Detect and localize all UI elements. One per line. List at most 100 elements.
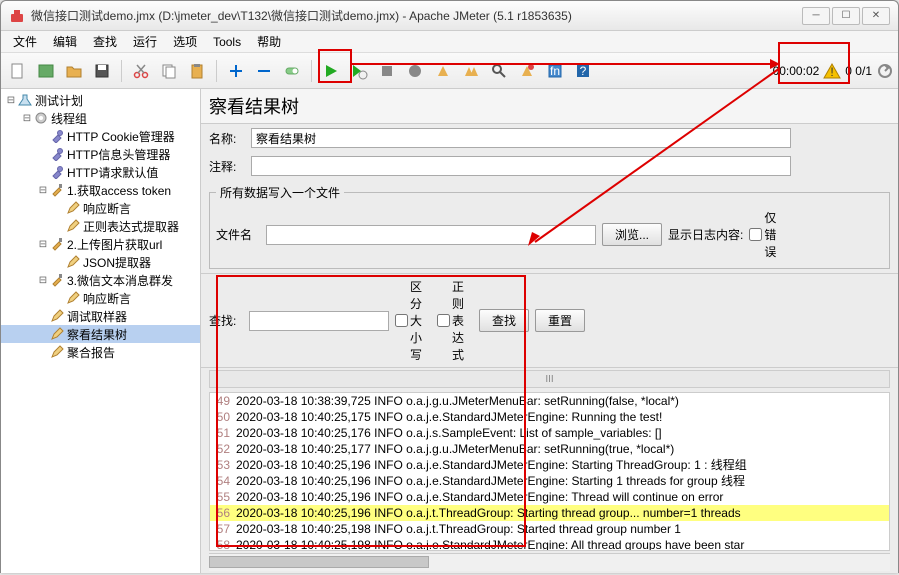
tree-node[interactable]: 响应断言 [1, 199, 200, 217]
tree-label: 2.上传图片获取url [67, 236, 162, 253]
pencil-icon [49, 344, 65, 360]
log-line: 552020-03-18 10:40:25,196 INFO o.a.j.e.S… [210, 489, 889, 505]
window-title: 微信接口测试demo.jmx (D:\jmeter_dev\T132\微信接口测… [31, 7, 802, 24]
menu-运行[interactable]: 运行 [125, 31, 165, 52]
name-input[interactable] [251, 128, 791, 148]
pencil-icon [49, 308, 65, 324]
tree-panel[interactable]: ⊟测试计划⊟线程组HTTP Cookie管理器HTTP信息头管理器HTTP请求默… [1, 89, 201, 573]
open-icon[interactable] [61, 58, 87, 84]
collapse-icon[interactable] [251, 58, 277, 84]
tree-node[interactable]: 正则表达式提取器 [1, 217, 200, 235]
log-line: 532020-03-18 10:40:25,196 INFO o.a.j.e.S… [210, 457, 889, 473]
clear-search-icon[interactable] [514, 58, 540, 84]
log-line: 492020-03-18 10:38:39,725 INFO o.a.j.g.u… [210, 393, 889, 409]
menubar: 文件编辑查找运行选项Tools帮助 [1, 31, 898, 53]
tree-label: 调试取样器 [67, 308, 127, 325]
tree-label: HTTP Cookie管理器 [67, 128, 175, 145]
tree-label: 测试计划 [35, 92, 83, 109]
tree-node[interactable]: JSON提取器 [1, 253, 200, 271]
menu-编辑[interactable]: 编辑 [45, 31, 85, 52]
save-icon[interactable] [89, 58, 115, 84]
svg-text:fn: fn [550, 64, 560, 78]
reload-icon[interactable] [876, 62, 894, 80]
tree-label: 正则表达式提取器 [83, 218, 179, 235]
run-button[interactable] [318, 58, 344, 84]
pipette-icon [49, 182, 65, 198]
tree-node[interactable]: 察看结果树 [1, 325, 200, 343]
stop-icon[interactable] [374, 58, 400, 84]
tree-node[interactable]: 聚合报告 [1, 343, 200, 361]
tree-node[interactable]: 响应断言 [1, 289, 200, 307]
minimize-button[interactable]: ─ [802, 7, 830, 25]
menu-查找[interactable]: 查找 [85, 31, 125, 52]
tree-node[interactable]: HTTP信息头管理器 [1, 145, 200, 163]
tree-node[interactable]: ⊟3.微信文本消息群发 [1, 271, 200, 289]
pencil-icon [65, 200, 81, 216]
only-error-checkbox[interactable]: 仅错误 [749, 209, 785, 260]
tree-node[interactable]: ⊟1.获取access token [1, 181, 200, 199]
log-line: 512020-03-18 10:40:25,176 INFO o.a.j.s.S… [210, 425, 889, 441]
tree-node[interactable]: 调试取样器 [1, 307, 200, 325]
wrench-icon [49, 146, 65, 162]
log-line: 562020-03-18 10:40:25,196 INFO o.a.j.t.T… [210, 505, 889, 521]
copy-icon[interactable] [156, 58, 182, 84]
tree-label: 1.获取access token [67, 182, 171, 199]
toolbar: fn ? 00:00:02 ! 0 0/1 [1, 53, 898, 89]
tree-node[interactable]: ⊟2.上传图片获取url [1, 235, 200, 253]
menu-文件[interactable]: 文件 [5, 31, 45, 52]
menu-帮助[interactable]: 帮助 [249, 31, 289, 52]
search-button[interactable]: 查找 [479, 309, 529, 332]
clear-all-icon[interactable] [458, 58, 484, 84]
paste-icon[interactable] [184, 58, 210, 84]
shutdown-icon[interactable] [402, 58, 428, 84]
search-input[interactable] [249, 311, 389, 331]
tree-label: 察看结果树 [67, 326, 127, 343]
name-label: 名称: [209, 130, 245, 147]
menu-选项[interactable]: 选项 [165, 31, 205, 52]
hscroll-stub[interactable]: III [209, 370, 890, 388]
tree-node[interactable]: HTTP Cookie管理器 [1, 127, 200, 145]
expand-icon[interactable] [223, 58, 249, 84]
comment-label: 注释: [209, 158, 245, 175]
reset-button[interactable]: 重置 [535, 309, 585, 332]
clear-icon[interactable] [430, 58, 456, 84]
flask-icon [17, 92, 33, 108]
svg-text:!: ! [831, 65, 834, 79]
templates-icon[interactable] [33, 58, 59, 84]
menu-Tools[interactable]: Tools [205, 33, 249, 51]
log-line: 572020-03-18 10:40:25,198 INFO o.a.j.t.T… [210, 521, 889, 537]
maximize-button[interactable]: ☐ [832, 7, 860, 25]
pencil-icon [65, 254, 81, 270]
tree-label: 响应断言 [83, 200, 131, 217]
tree-node[interactable]: ⊟测试计划 [1, 91, 200, 109]
tree-label: 3.微信文本消息群发 [67, 272, 173, 289]
log-line: 582020-03-18 10:40:25,198 INFO o.a.j.e.S… [210, 537, 889, 551]
file-input[interactable] [266, 225, 596, 245]
toggle-icon[interactable] [279, 58, 305, 84]
browse-button[interactable]: 浏览... [602, 223, 662, 246]
comment-input[interactable] [251, 156, 791, 176]
pencil-icon [49, 326, 65, 342]
case-checkbox[interactable]: 区分大小写 [395, 278, 431, 363]
new-icon[interactable] [5, 58, 31, 84]
log-panel[interactable]: 492020-03-18 10:38:39,725 INFO o.a.j.g.u… [209, 392, 890, 551]
run-noTimer-icon[interactable] [346, 58, 372, 84]
search-icon[interactable] [486, 58, 512, 84]
pipette-icon [49, 236, 65, 252]
app-icon [9, 8, 25, 24]
tree-label: 响应断言 [83, 290, 131, 307]
file-label: 文件名 [216, 226, 260, 243]
tree-label: 聚合报告 [67, 344, 115, 361]
timer-area: 00:00:02 ! 0 0/1 [773, 62, 894, 80]
tree-node[interactable]: HTTP请求默认值 [1, 163, 200, 181]
log-line: 522020-03-18 10:40:25,177 INFO o.a.j.g.u… [210, 441, 889, 457]
cut-icon[interactable] [128, 58, 154, 84]
showlog-label: 显示日志内容: [668, 226, 743, 243]
bottom-scrollbar[interactable] [209, 553, 890, 571]
help-icon[interactable]: ? [570, 58, 596, 84]
panel-title: 察看结果树 [201, 89, 898, 124]
regex-checkbox[interactable]: 正则表达式 [437, 278, 473, 363]
close-button[interactable]: ✕ [862, 7, 890, 25]
fn-icon[interactable]: fn [542, 58, 568, 84]
tree-node[interactable]: ⊟线程组 [1, 109, 200, 127]
